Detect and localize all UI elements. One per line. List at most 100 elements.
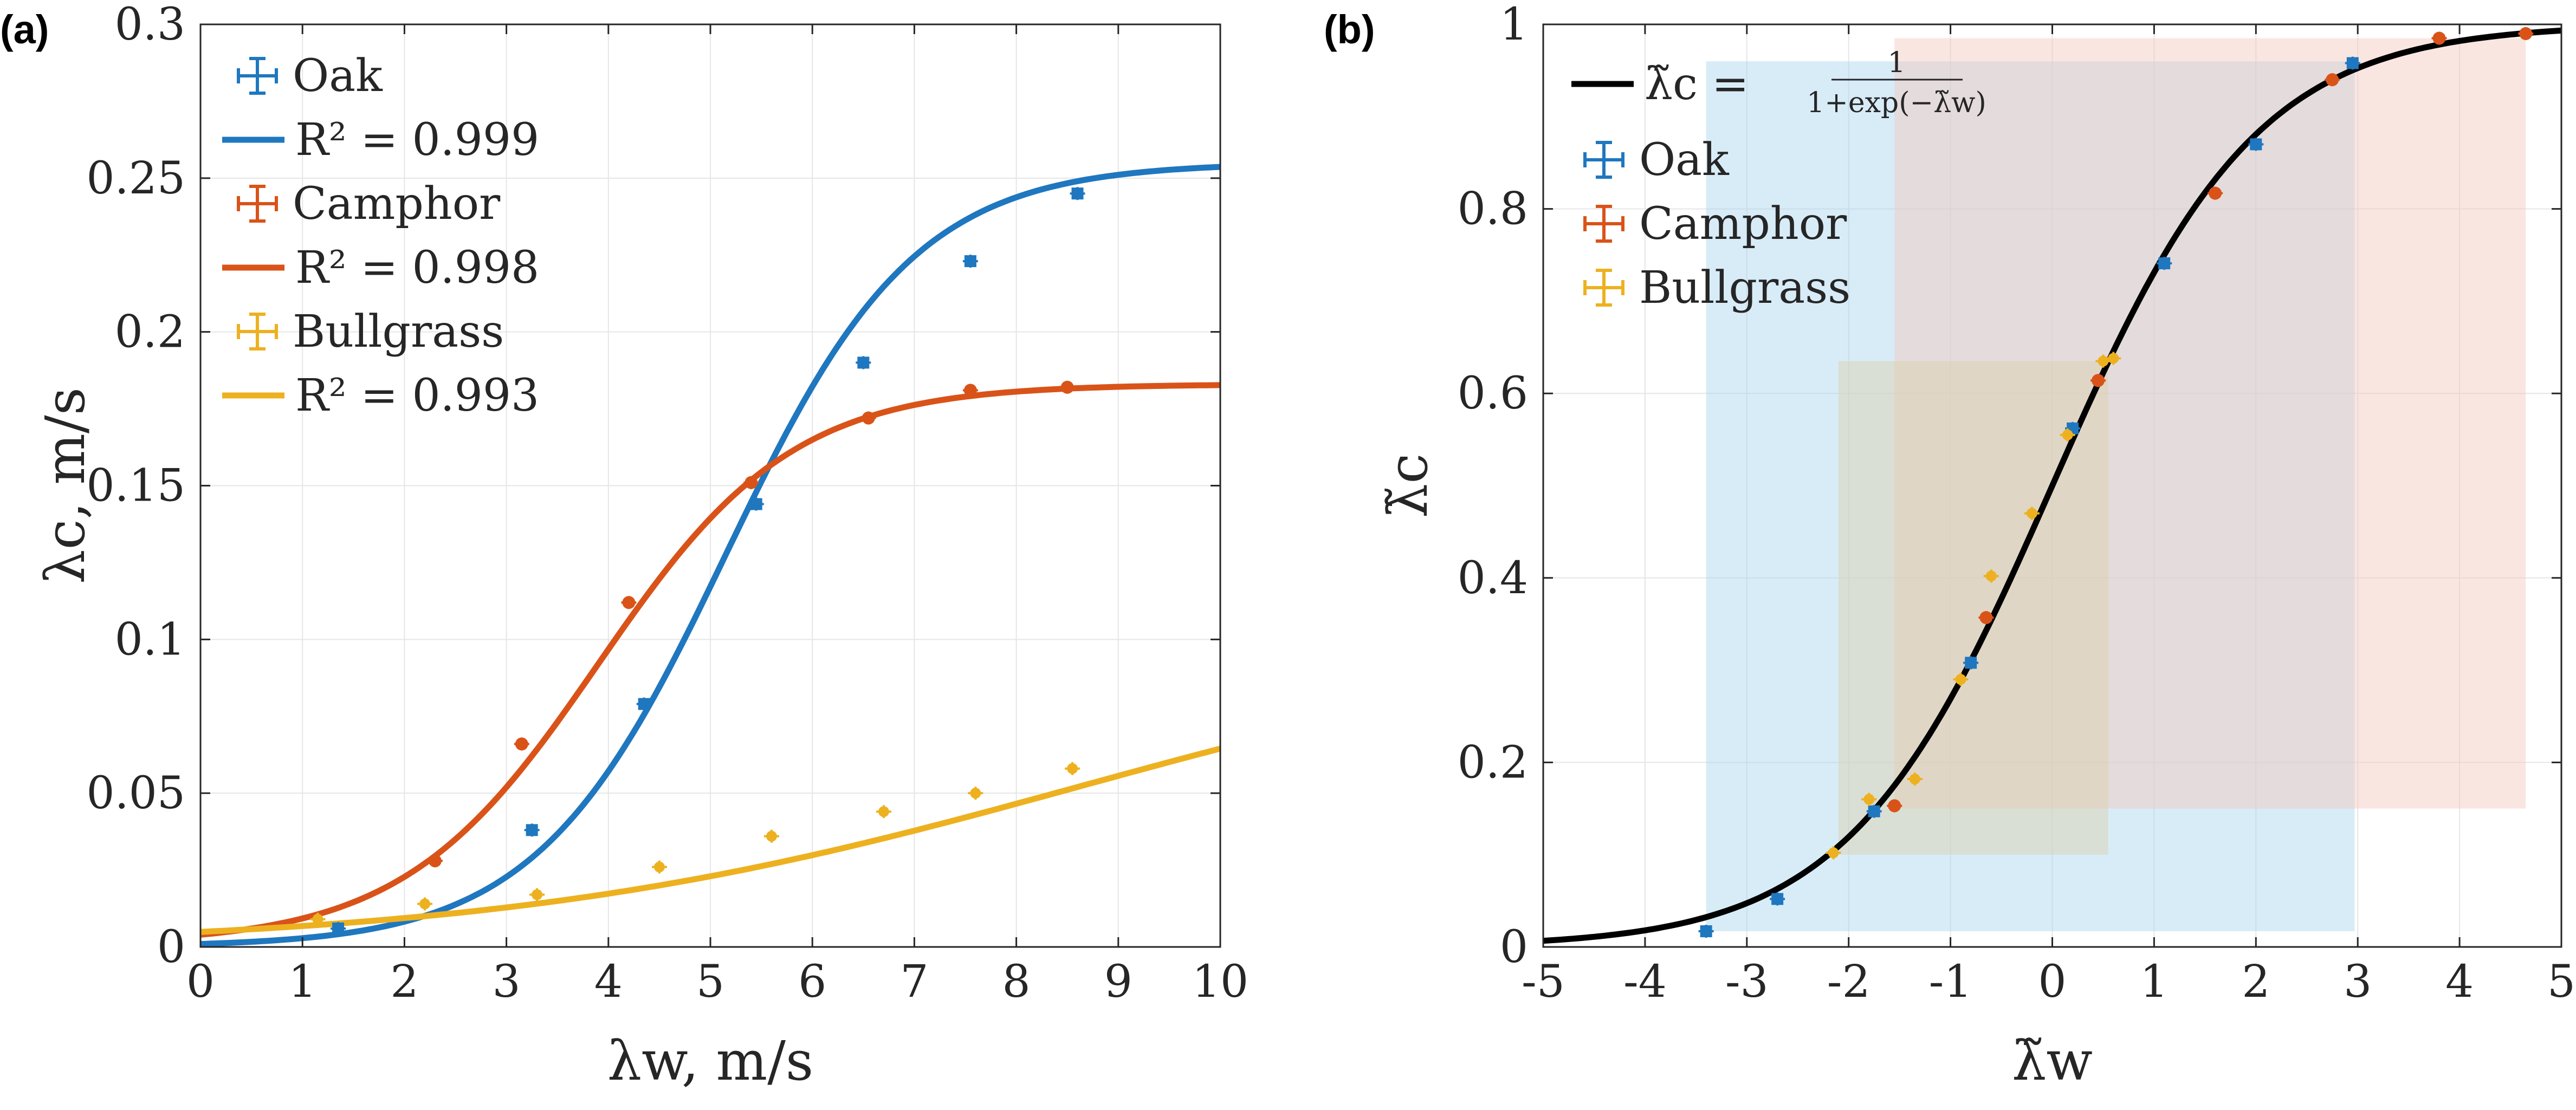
data-point — [1955, 674, 1966, 685]
x-tick-label: -1 — [1929, 956, 1972, 1008]
data-point — [312, 913, 323, 925]
y-tick-label: 0.2 — [1458, 737, 1528, 788]
legend-label-bullgrass-fit: R² = 0.993 — [295, 370, 539, 421]
data-point — [332, 922, 345, 934]
data-point — [964, 255, 976, 268]
data-point — [2432, 31, 2446, 45]
y-tick-label: 0 — [1500, 921, 1528, 973]
x-axis-label: λw, m/s — [607, 1029, 814, 1093]
y-tick-label: 1 — [1500, 0, 1528, 50]
y-tick-label: 0.15 — [86, 460, 185, 512]
data-point — [1985, 570, 1997, 582]
x-tick-label: -3 — [1725, 956, 1769, 1008]
legend-label-bullgrass: Bullgrass — [1639, 262, 1850, 314]
data-point — [1067, 763, 1078, 774]
data-point — [2326, 73, 2339, 87]
x-tick-label: 3 — [493, 956, 521, 1008]
x-tick-label: 5 — [2547, 956, 2575, 1008]
x-tick-label: -4 — [1623, 956, 1667, 1008]
fit-curve-camphor — [200, 382, 1221, 938]
data-point — [2062, 429, 2073, 440]
data-point — [622, 596, 636, 609]
data-point — [857, 356, 870, 369]
data-point — [526, 824, 538, 836]
data-point — [2209, 186, 2222, 200]
panel-label: (b) — [1324, 7, 1375, 52]
legend-label-curve: λ̃c = — [1645, 59, 1749, 110]
legend-label-camphor: Camphor — [1639, 198, 1847, 250]
x-tick-label: 1 — [2140, 956, 2168, 1008]
region-bullgrass — [1838, 361, 2108, 855]
legend-label-camphor-fit: R² = 0.998 — [295, 242, 539, 294]
data-point — [1863, 794, 1875, 805]
data-point — [2250, 138, 2262, 151]
x-tick-label: 6 — [798, 956, 826, 1008]
x-tick-label: 2 — [390, 956, 418, 1008]
data-point — [878, 806, 889, 817]
y-tick-label: 0.6 — [1458, 368, 1528, 419]
fit-curve-oak — [200, 164, 1221, 947]
data-point — [745, 476, 758, 489]
data-point — [2108, 353, 2119, 364]
data-point — [1868, 805, 1880, 817]
y-tick-label: 0 — [157, 921, 185, 973]
region-oak — [1706, 61, 2355, 932]
x-tick-label: 10 — [1192, 956, 1248, 1008]
data-point — [1888, 799, 1901, 813]
panel-a: 0 1 2 3 4 5 6 7 8 9 10 0 0.05 0.1 0.15 0.2 0.25 0.3 (a) λw,… — [0, 0, 1248, 1093]
formula-denominator: 1+exp(−λ̃w) — [1807, 87, 1986, 119]
y-tick-label: 0.2 — [115, 307, 185, 358]
data-point — [970, 788, 981, 799]
data-point — [1965, 657, 1977, 669]
panel-label: (a) — [0, 7, 49, 52]
panel-b: -5 -4 -3 -2 -1 0 1 2 3 4 5 0 0.2 0.4 0.6 0.8 1 (b) λ̃w λ̃c λ… — [1324, 0, 2575, 1093]
data-point — [428, 854, 442, 868]
legend-label-oak-fit: R² = 0.999 — [295, 114, 539, 166]
data-point — [515, 737, 528, 751]
x-tick-label: 0 — [186, 956, 215, 1008]
y-axis-label: λ̃c — [1376, 453, 1440, 518]
x-tick-label: 4 — [594, 956, 623, 1008]
data-point — [638, 698, 650, 710]
y-tick-label: 0.3 — [115, 0, 185, 50]
data-point — [2026, 508, 2037, 519]
x-tick-label: 9 — [1104, 956, 1132, 1008]
data-point — [1828, 847, 1839, 859]
formula-numerator: 1 — [1887, 47, 1905, 79]
x-tick-label: 1 — [288, 956, 316, 1008]
legend-label-bullgrass: Bullgrass — [293, 306, 504, 358]
data-point — [1771, 893, 1784, 905]
data-point — [419, 898, 431, 910]
legend-label-camphor: Camphor — [293, 178, 501, 230]
legend-label-oak: Oak — [293, 50, 383, 102]
data-point — [862, 411, 875, 425]
region-camphor — [1894, 38, 2526, 809]
data-point — [766, 830, 777, 842]
data-point — [963, 384, 977, 397]
data-point — [2519, 27, 2533, 41]
x-tick-label: 2 — [2242, 956, 2270, 1008]
x-tick-label: 5 — [696, 956, 724, 1008]
data-point — [2158, 257, 2171, 270]
x-axis-label: λ̃w — [2012, 1029, 2093, 1093]
data-point — [2092, 374, 2105, 387]
data-point — [1071, 187, 1084, 200]
data-point — [2346, 57, 2359, 69]
data-point — [532, 889, 543, 900]
data-point — [1060, 380, 1074, 394]
data-point — [653, 861, 665, 873]
x-tick-label: 0 — [2038, 956, 2066, 1008]
x-tick-label: 4 — [2445, 956, 2474, 1008]
x-tick-label: -5 — [1522, 956, 1565, 1008]
data-point — [1700, 925, 1712, 938]
y-axis-label: λc, m/s — [34, 387, 97, 584]
logistic-curve — [1543, 27, 2562, 944]
data-point — [750, 498, 762, 510]
legend-label-oak: Oak — [1639, 134, 1730, 186]
data-point — [1979, 611, 1993, 625]
x-tick-label: 7 — [900, 956, 928, 1008]
data-point — [1909, 774, 1920, 785]
y-tick-label: 0.1 — [115, 614, 185, 665]
x-tick-label: -2 — [1827, 956, 1870, 1008]
